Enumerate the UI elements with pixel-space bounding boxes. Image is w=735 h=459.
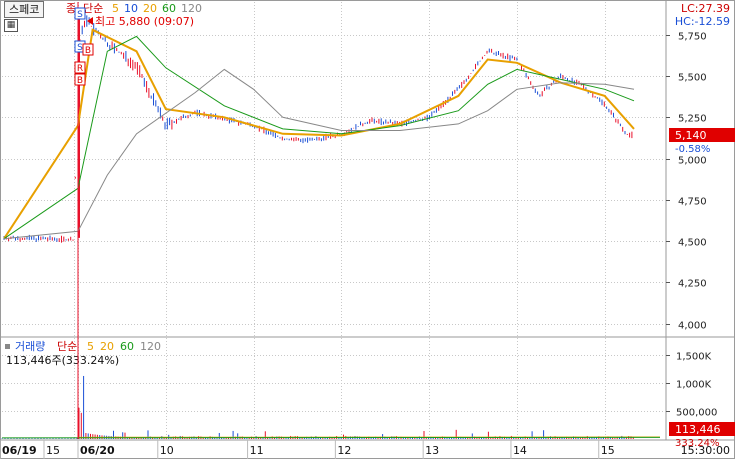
time-axis-label: 14 — [513, 444, 527, 457]
price-grid — [2, 35, 670, 325]
time-axis-clock: 15:30:00 — [681, 444, 730, 457]
time-axis-label: 15 — [46, 444, 60, 457]
volume-tick-label: 1,500K — [676, 352, 712, 363]
time-axis-label: 06/20 — [80, 444, 115, 457]
current-price-box — [669, 128, 735, 142]
time-axis-label: 10 — [160, 444, 174, 457]
price-legend-item: 단순 — [83, 2, 103, 15]
time-axis-label: 13 — [425, 444, 439, 457]
price-tick-label: 5,250 — [678, 114, 707, 125]
b-marker — [74, 61, 86, 74]
current-change-label: -0.58% — [675, 144, 710, 155]
volume-legend-square — [5, 344, 10, 349]
high-marker-label: 최고 5,880 (09:07) — [95, 15, 194, 28]
price-legend-item: 120 — [181, 2, 202, 15]
price-tick-label: 4,250 — [678, 279, 707, 290]
price-tick-label: 4,000 — [678, 321, 707, 332]
volume-tick-label: 1,000K — [676, 380, 712, 391]
price-tick-label: 5,500 — [678, 73, 707, 84]
time-axis-label: 15 — [601, 444, 615, 457]
current-volume-ratio: 333.24% — [675, 438, 720, 449]
price-legend-item: 10 — [124, 2, 138, 15]
current-price-label: 5,140 — [675, 129, 707, 142]
grid-icon[interactable]: ▦ — [4, 19, 18, 32]
b-marker — [82, 43, 94, 56]
time-axis-label: 06/19 — [2, 444, 37, 457]
ma-line-60 — [3, 68, 635, 240]
time-axis-label: 12 — [337, 444, 351, 457]
s-marker-label: S — [77, 10, 83, 20]
ma-line-20 — [3, 35, 635, 240]
s-marker — [74, 7, 86, 20]
price-tick-label: 5,750 — [678, 32, 707, 43]
current-volume-box — [669, 422, 735, 436]
price-legend-item: 20 — [143, 2, 157, 15]
volume-tick-label: 500,000 — [676, 408, 717, 419]
volume-legend-item: 5 — [87, 340, 94, 353]
stock-name-tab[interactable]: 스페코 — [4, 1, 45, 18]
volume-legend-item: 60 — [120, 340, 134, 353]
b-marker-label: R — [77, 64, 83, 74]
b-marker — [74, 73, 86, 86]
high-arrow-icon — [87, 17, 93, 25]
price-legend-item: 60 — [162, 2, 176, 15]
price-tick-label: 5,000 — [678, 156, 707, 167]
volume-value-text: 113,446주(333.24%) — [6, 354, 119, 367]
price-legend-item: 5 — [112, 2, 119, 15]
volume-legend-item: 단순 — [57, 340, 77, 353]
price-legend-item: 종 — [66, 2, 76, 15]
s-marker-label: S — [77, 43, 83, 53]
b-marker-label: B — [85, 46, 91, 56]
volume-ma-line — [1, 436, 661, 439]
b-marker-label: B — [77, 76, 83, 86]
stock-name: 스페코 — [9, 3, 40, 16]
volume-legend-item: 거래량 — [15, 340, 45, 353]
volume-legend-item: 20 — [100, 340, 114, 353]
hc-label: HC:-12.59 — [675, 15, 730, 28]
price-tick-label: 4,500 — [678, 238, 707, 249]
current-volume-label: 113,446 — [675, 423, 721, 436]
volume-legend-item: 120 — [140, 340, 161, 353]
time-axis-label: 11 — [250, 444, 264, 457]
lc-label: LC:27.39 — [681, 2, 730, 15]
price-tick-label: 4,750 — [678, 197, 707, 208]
